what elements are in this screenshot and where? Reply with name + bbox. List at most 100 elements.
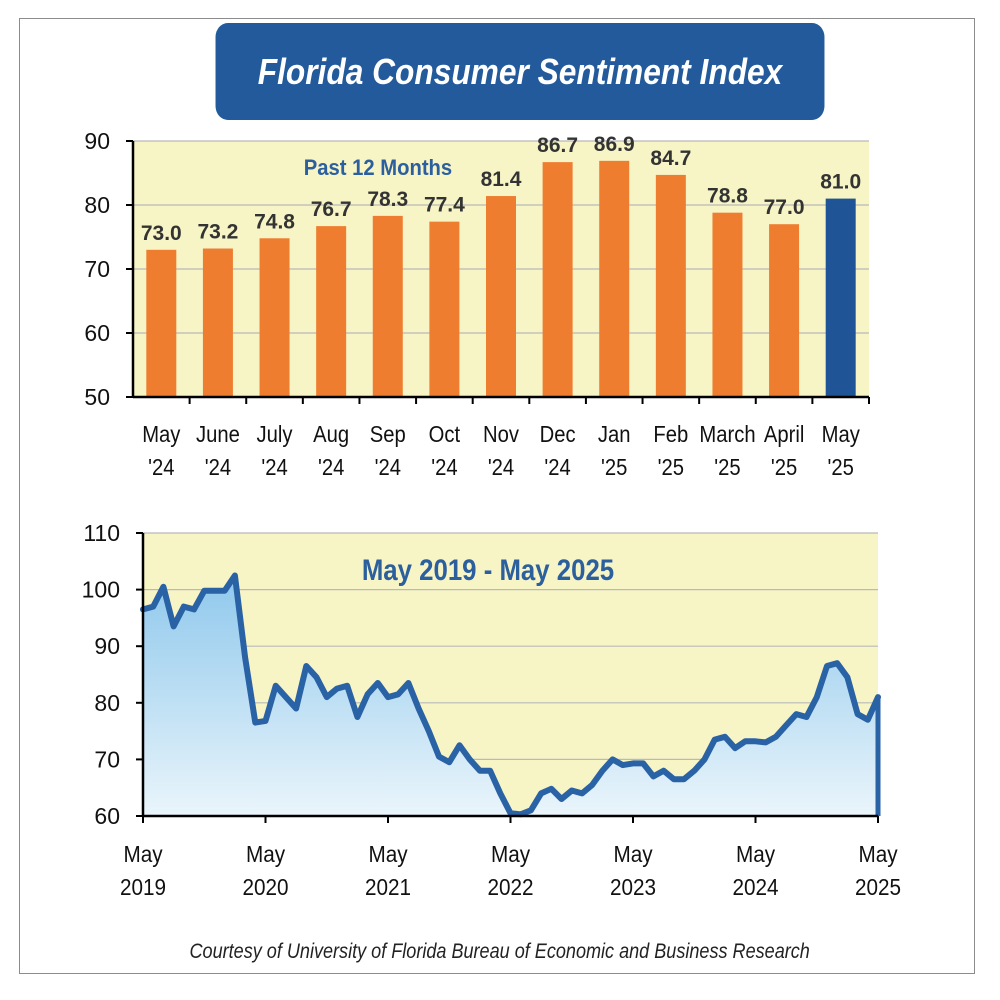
bar: [429, 221, 460, 397]
bar-x-tick-label-line: June: [196, 421, 240, 448]
bar-value-label: 81.0: [820, 171, 861, 194]
bar: [372, 215, 403, 397]
bar-y-tick-label: 70: [84, 256, 110, 282]
line-x-tick-label-line: May: [246, 841, 285, 867]
bar-x-tick-label-line: May: [822, 421, 860, 448]
line-y-tick-label: 110: [83, 520, 120, 546]
bar-value-label: 76.7: [311, 198, 352, 221]
bar-value-label: 77.0: [764, 196, 805, 219]
bar-x-tick-label-line: May: [142, 421, 180, 448]
line-x-tick-label: May 2022: [487, 841, 533, 900]
bar-x-tick-label-line: Nov: [483, 421, 519, 448]
line-y-tick-label: 60: [94, 803, 120, 829]
bar-y-tick-label: 60: [84, 320, 110, 346]
bar: [202, 248, 233, 397]
area-fill: [143, 575, 878, 816]
line-x-tick-label-line: May: [613, 841, 652, 867]
bar-x-tick-label-line: Jan: [598, 421, 631, 448]
bar-value-label: 86.7: [537, 134, 578, 157]
bar-x-tick-label-line: '24: [431, 454, 457, 481]
line-x-tick-label-line: 2021: [365, 874, 411, 900]
bar-value-label: 78.8: [707, 185, 748, 208]
bar: [316, 226, 347, 397]
line-x-tick-label-line: 2020: [242, 874, 288, 900]
bar-x-tick-label: Dec '24: [540, 421, 576, 481]
bar-y-tick-label: 80: [84, 192, 110, 218]
bar: [712, 212, 743, 397]
bar-x-tick-label: April '25: [764, 421, 804, 481]
bar-x-tick-label: Feb '25: [653, 421, 688, 481]
bar-value-label: 86.9: [594, 133, 635, 156]
source-credit: Courtesy of University of Florida Bureau…: [0, 940, 1000, 964]
bar-x-tick-label-line: Oct: [429, 421, 460, 448]
line-x-tick-label-line: 2022: [487, 874, 533, 900]
line-x-tick-label-line: May: [123, 841, 162, 867]
bar-x-tick-label-line: '24: [205, 454, 231, 481]
line-x-tick-label-line: 2024: [732, 874, 778, 900]
bar: [655, 174, 686, 397]
bar-x-tick-label-line: April: [764, 421, 804, 448]
bar-x-tick-label: May '25: [822, 421, 860, 481]
line-x-tick-label: May 2019: [120, 841, 166, 900]
source-credit-text: Courtesy of University of Florida Bureau…: [189, 940, 811, 963]
line-x-tick-label: May 2020: [242, 841, 288, 900]
bar: [825, 198, 856, 397]
line-x-tick-label-line: May: [736, 841, 775, 867]
bar-x-tick-label: Nov '24: [483, 421, 519, 481]
bar-value-label: 73.2: [197, 221, 238, 244]
line-x-tick-label-line: May: [858, 841, 897, 867]
bar-x-tick-label: June '24: [196, 421, 240, 481]
bar: [542, 162, 573, 397]
bar-x-tick-label-line: Aug: [313, 421, 349, 448]
line-x-tick-label-line: 2019: [120, 874, 166, 900]
line-x-tick-label: May 2025: [855, 841, 901, 900]
chart-frame: [19, 18, 975, 974]
bar-x-tick-label-line: '24: [318, 454, 344, 481]
bar-y-tick-label: 90: [84, 128, 110, 154]
bar-chart: 50 60 70 80 90 73.0 May '24 73.2 June '24 74.8 July '…: [84, 128, 870, 481]
bar-x-tick-label-line: '25: [714, 454, 740, 481]
bar-x-tick-label: Jan '25: [598, 421, 631, 481]
bar-x-tick-label-line: '24: [544, 454, 570, 481]
line-series: [140, 572, 881, 818]
line-y-tick-label: 80: [94, 690, 120, 716]
bar-y-tick-label: 50: [84, 384, 110, 410]
bar-value-label: 73.0: [141, 222, 182, 245]
bar-x-tick-label-line: '25: [658, 454, 684, 481]
line-x-tick-label-line: May: [491, 841, 530, 867]
bar-value-label: 78.3: [367, 188, 408, 211]
bar-x-tick-label-line: March: [699, 421, 755, 448]
bar: [259, 238, 290, 397]
bar-value-label: 74.8: [254, 210, 295, 233]
line-y-tick-label: 70: [94, 746, 120, 772]
bar-x-tick-label-line: '24: [375, 454, 401, 481]
line-x-tick-label-line: May: [368, 841, 407, 867]
bar: [486, 196, 516, 397]
title-banner: Florida Consumer Sentiment Index: [215, 23, 825, 120]
bar-x-tick-label: March '25: [699, 421, 755, 481]
bar-x-tick-label: Aug '24: [313, 421, 349, 481]
chart-title: Florida Consumer Sentiment Index: [257, 50, 783, 92]
bar: [599, 160, 630, 397]
bar-x-tick-label-line: Sep: [370, 421, 406, 448]
bar-x-tick-label-line: '24: [488, 454, 514, 481]
bar-x-tick-label-line: Dec: [540, 421, 576, 448]
bar: [769, 224, 800, 397]
line-y-tick-label: 90: [94, 633, 120, 659]
bar-x-tick-label-line: '25: [771, 454, 797, 481]
line-x-tick-label: May 2021: [365, 841, 411, 900]
bar-x-tick-label-line: Feb: [653, 421, 688, 448]
bar-x-tick-label-line: July: [257, 421, 293, 448]
line-x-tick-label: May 2023: [610, 841, 656, 900]
bar-x-tick-label: Sep '24: [370, 421, 406, 481]
bar-x-tick-label: Oct '24: [429, 421, 460, 481]
bar-value-label: 84.7: [650, 147, 691, 170]
bar-x-tick-label: July '24: [257, 421, 293, 481]
line-y-tick-label: 100: [82, 577, 120, 603]
line-x-tick-label-line: 2023: [610, 874, 656, 900]
bar-subtitle: Past 12 Months: [304, 156, 452, 180]
bar-x-tick-label: May '24: [142, 421, 180, 481]
line-chart: 60 70 80 90 100 110 May 2019 May 2020 May 2021 May 20…: [82, 520, 901, 900]
bar-value-label: 77.4: [424, 194, 465, 217]
